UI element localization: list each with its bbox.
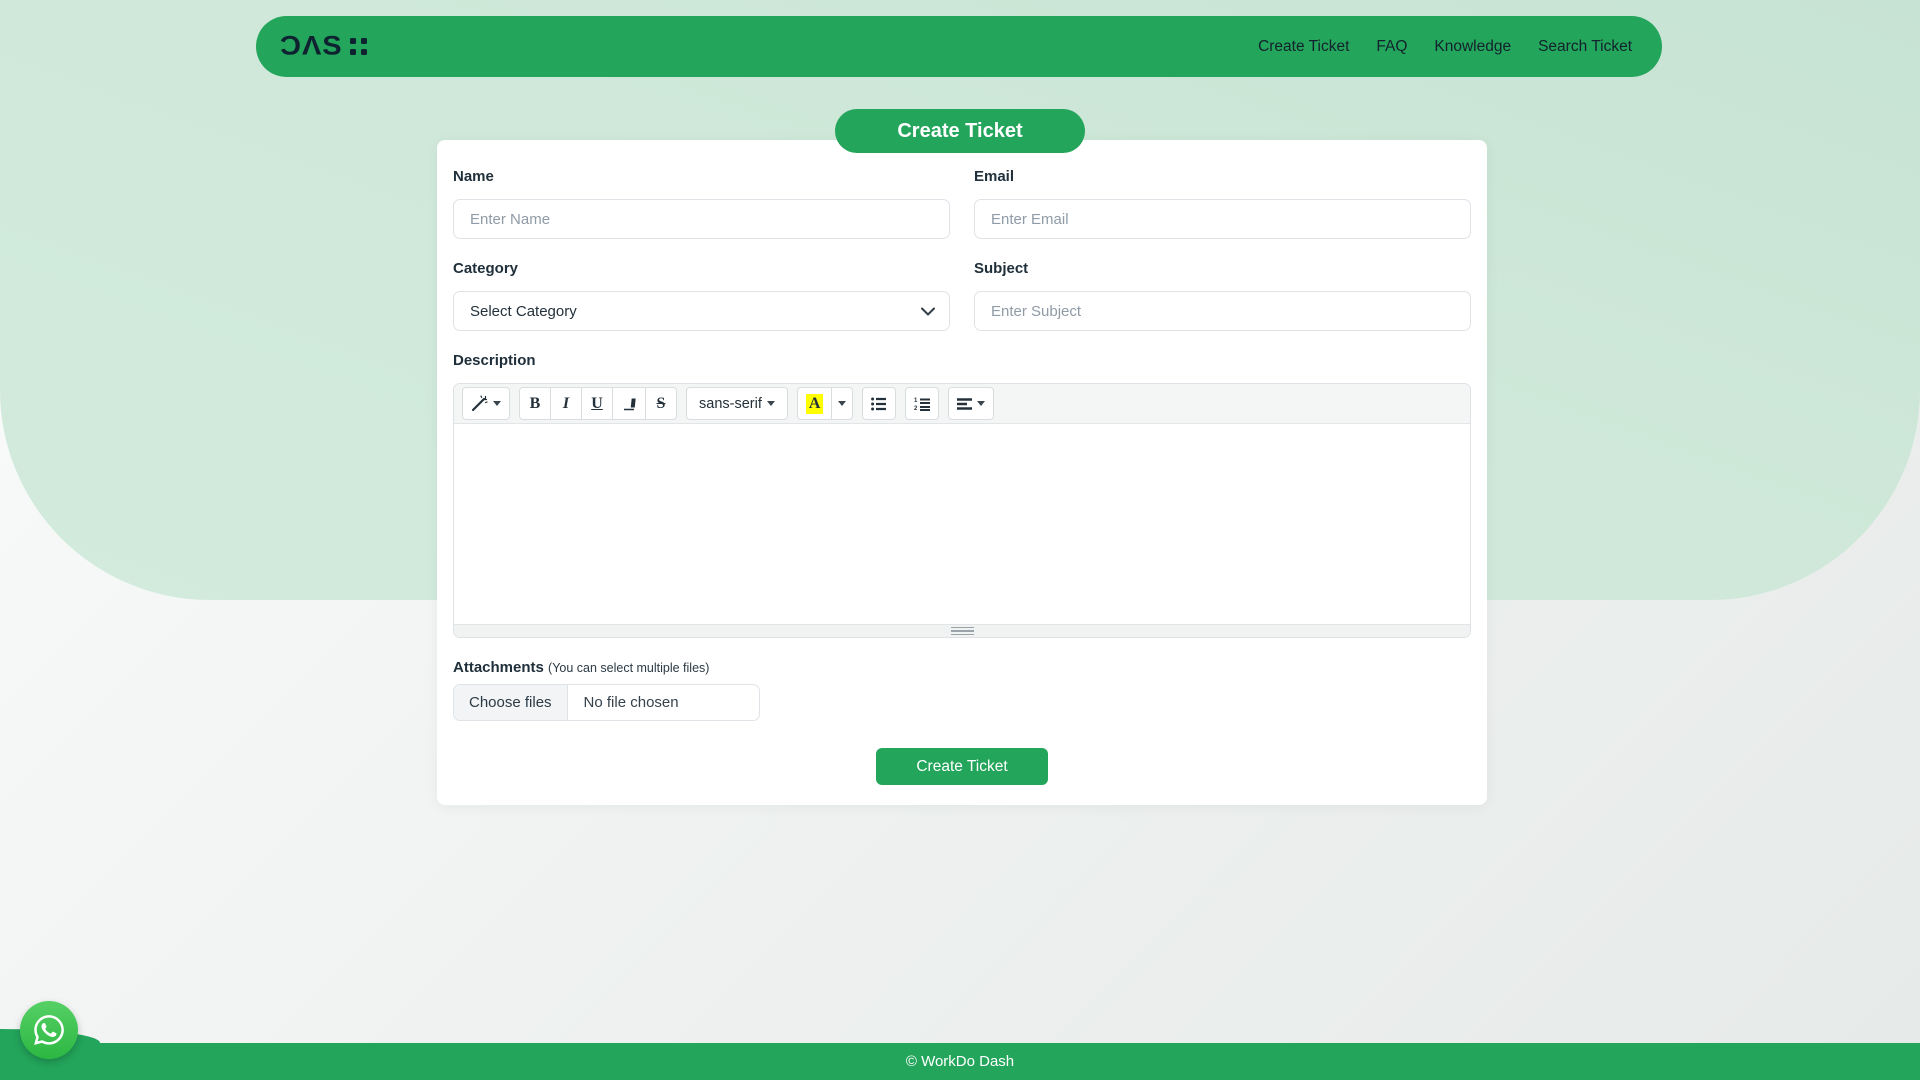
resize-grip-icon: [950, 626, 974, 636]
caret-down-icon: [766, 401, 775, 406]
clear-format-button[interactable]: [612, 387, 646, 420]
bold-glyph: B: [529, 394, 541, 412]
caret-down-icon: [977, 401, 986, 406]
create-ticket-card: Name Email Category Select Category Subj…: [437, 140, 1487, 805]
subject-input[interactable]: [974, 291, 1471, 331]
svg-text:1: 1: [914, 398, 918, 404]
top-navbar: ƆΛS Create Ticket FAQ Knowledge Search T…: [256, 16, 1662, 77]
list-ol-icon: 1 2: [914, 398, 931, 411]
eraser-icon: [624, 398, 636, 410]
category-field-group: Category Select Category: [453, 258, 950, 331]
font-family-dropdown[interactable]: sans-serif: [686, 387, 788, 420]
footer-bar: © WorkDo Dash: [0, 1043, 1920, 1080]
text-color-button[interactable]: A: [796, 387, 833, 420]
ordered-list-button[interactable]: 1 2: [905, 387, 940, 420]
email-input[interactable]: [974, 199, 1471, 239]
nav-link-faq[interactable]: FAQ: [1376, 37, 1408, 55]
text-color-icon: A: [805, 393, 824, 414]
editor-toolbar: B I U S sans-serif A: [454, 384, 1470, 424]
file-chosen-status: No file chosen: [583, 694, 679, 711]
paragraph-align-button[interactable]: [948, 387, 995, 420]
attachments-label-text: Attachments: [453, 659, 544, 676]
attachments-hint: (You can select multiple files): [548, 661, 710, 675]
dash-logo-letters: ƆΛS: [280, 31, 343, 61]
description-input[interactable]: [454, 424, 1470, 624]
italic-button[interactable]: I: [550, 387, 582, 420]
unordered-list-button[interactable]: [862, 387, 897, 420]
attachments-file-input[interactable]: Choose files No file chosen: [453, 684, 760, 721]
text-color-caret-button[interactable]: [831, 387, 854, 420]
caret-down-icon: [493, 401, 501, 406]
bold-button[interactable]: B: [519, 387, 551, 420]
name-field-group: Name: [453, 166, 950, 239]
nav-link-search-ticket[interactable]: Search Ticket: [1538, 37, 1632, 55]
category-selected-value: Select Category: [470, 302, 577, 320]
align-icon: [957, 397, 973, 410]
font-family-value: sans-serif: [699, 395, 762, 412]
choose-files-button[interactable]: Choose files: [454, 685, 568, 720]
style-magic-button[interactable]: [462, 387, 510, 420]
navbar-links: Create Ticket FAQ Knowledge Search Ticke…: [1258, 38, 1632, 56]
caret-down-icon: [838, 401, 847, 406]
italic-glyph: I: [562, 394, 570, 412]
whatsapp-button[interactable]: [20, 1001, 78, 1059]
strikethrough-glyph: S: [656, 394, 666, 412]
svg-text:2: 2: [914, 406, 918, 411]
font-style-group: B I U S: [519, 387, 677, 420]
description-label: Description: [453, 352, 536, 369]
email-label: Email: [974, 168, 1015, 185]
nav-link-create-ticket[interactable]: Create Ticket: [1258, 37, 1350, 55]
attachments-label: Attachments (You can select multiple fil…: [453, 657, 1471, 679]
subject-field-group: Subject: [974, 258, 1471, 331]
color-split-button: A: [796, 387, 854, 420]
description-editor: B I U S sans-serif A: [453, 383, 1471, 638]
create-ticket-submit-button[interactable]: Create Ticket: [876, 748, 1048, 785]
strikethrough-button[interactable]: S: [645, 387, 677, 420]
category-label: Category: [453, 260, 519, 277]
chevron-down-icon: [921, 307, 935, 315]
subject-label: Subject: [974, 260, 1029, 277]
name-label: Name: [453, 168, 494, 185]
list-ul-icon: [871, 397, 887, 410]
dash-logo[interactable]: ƆΛS: [280, 32, 367, 61]
magic-wand-icon: [471, 395, 488, 412]
name-input[interactable]: [453, 199, 950, 239]
category-select[interactable]: Select Category: [453, 291, 950, 331]
footer-copyright: © WorkDo Dash: [905, 1053, 1015, 1070]
whatsapp-icon: [34, 1015, 64, 1045]
underline-glyph: U: [591, 394, 603, 412]
editor-resize-bar[interactable]: [454, 624, 1470, 637]
page-title: Create Ticket: [835, 109, 1085, 153]
dash-logo-dots-icon: [349, 38, 367, 55]
nav-link-knowledge[interactable]: Knowledge: [1434, 37, 1512, 55]
underline-button[interactable]: U: [581, 387, 613, 420]
email-field-group: Email: [974, 166, 1471, 239]
